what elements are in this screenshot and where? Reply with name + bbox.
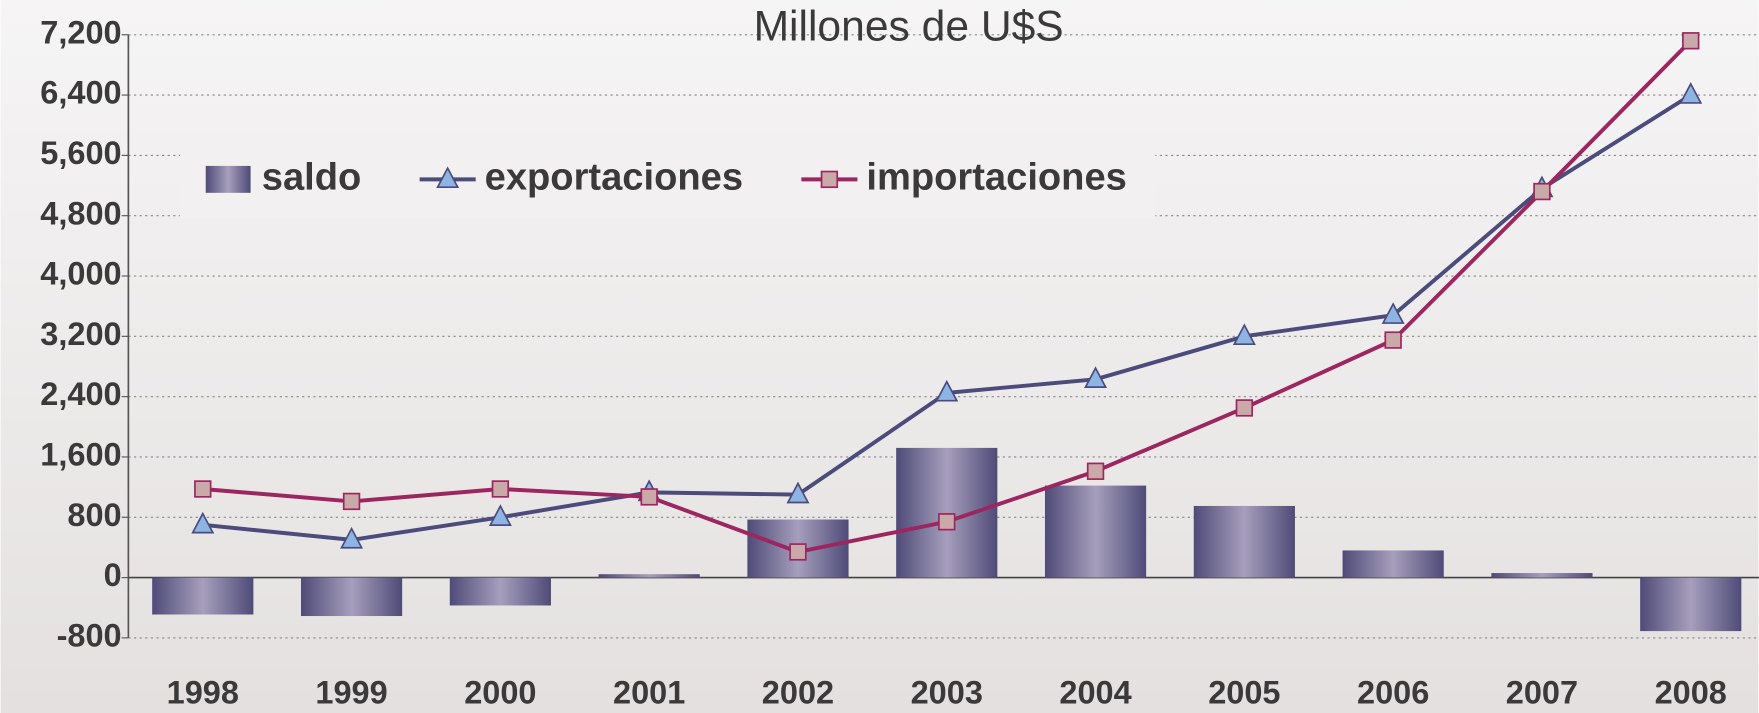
marker xyxy=(1682,32,1700,50)
marker xyxy=(488,504,512,526)
y-tick-label: 1,600 xyxy=(40,437,121,473)
x-tick-label: 2001 xyxy=(613,675,685,711)
y-tick-label: -800 xyxy=(57,617,122,653)
y-tick-label: 2,400 xyxy=(40,376,121,412)
x-tick-label: 2005 xyxy=(1208,675,1280,711)
marker xyxy=(342,492,361,511)
legend: saldo exportaciones importaciones xyxy=(179,140,1156,219)
bar xyxy=(300,577,403,617)
marker xyxy=(191,511,215,534)
bar xyxy=(1044,485,1147,578)
marker xyxy=(1381,302,1405,324)
bar xyxy=(449,577,551,606)
legend-background xyxy=(179,140,1156,219)
x-tick-label: 1998 xyxy=(167,675,239,711)
legend-label: exportaciones xyxy=(485,156,743,198)
marker xyxy=(1232,323,1256,346)
x-tick-label: 2004 xyxy=(1059,675,1131,711)
marker xyxy=(1533,182,1551,201)
legend-marker xyxy=(436,166,460,189)
chart-title: Millones de U$S xyxy=(754,2,1064,50)
marker xyxy=(1235,399,1254,417)
marker xyxy=(935,379,959,402)
legend-swatch xyxy=(205,165,251,193)
y-tick-label: 6,400 xyxy=(40,75,121,111)
legend-marker xyxy=(820,170,839,189)
bar xyxy=(1342,550,1444,578)
y-tick-label: 0 xyxy=(104,557,122,593)
marker xyxy=(640,488,658,506)
marker xyxy=(938,513,956,531)
bar xyxy=(1193,505,1295,578)
bar xyxy=(1491,573,1593,578)
marker xyxy=(1084,366,1108,388)
y-tick-label: 5,600 xyxy=(40,135,121,171)
bar xyxy=(598,574,700,578)
legend-label: saldo xyxy=(262,156,362,198)
x-tick-label: 2008 xyxy=(1655,675,1727,711)
x-tick-label: 2007 xyxy=(1506,675,1578,711)
marker xyxy=(1384,331,1402,349)
x-tick-label: 2006 xyxy=(1357,675,1429,711)
marker xyxy=(786,481,810,504)
bar xyxy=(152,577,254,615)
bar xyxy=(1640,577,1742,632)
y-tick-label: 4,000 xyxy=(40,256,121,292)
y-tick-label: 7,200 xyxy=(40,14,121,50)
x-tick-label: 2000 xyxy=(464,675,536,711)
marker xyxy=(194,480,212,498)
marker xyxy=(1086,462,1105,480)
x-tick-label: 1999 xyxy=(315,675,387,711)
marker xyxy=(1679,82,1703,104)
bar xyxy=(896,447,998,578)
x-tick-label: 2002 xyxy=(762,675,834,711)
marker xyxy=(789,543,807,561)
y-tick-label: 3,200 xyxy=(40,316,121,352)
marker xyxy=(491,480,510,498)
y-tick-label: 800 xyxy=(67,497,121,533)
legend-label: importaciones xyxy=(866,156,1126,198)
x-tick-label: 2003 xyxy=(911,675,983,711)
marker xyxy=(340,526,364,549)
y-tick-label: 4,800 xyxy=(40,195,121,231)
